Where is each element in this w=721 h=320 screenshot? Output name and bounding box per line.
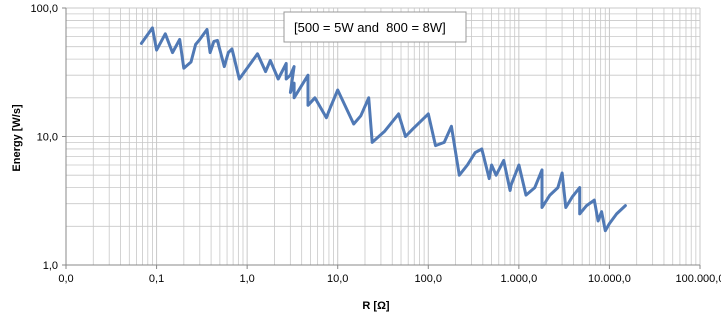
annotation-text: [500 = 5W and 800 = 8W]: [294, 20, 446, 35]
y-tick-labels: 1,0 10,0 100,0: [30, 3, 66, 272]
y-axis-title: Energy [W/s]: [11, 104, 23, 172]
series: [139, 26, 627, 233]
x-tick-label: 1.000,0: [501, 273, 538, 285]
x-tick-label: 1,0: [239, 273, 254, 285]
x-tick-label: 10.000,0: [588, 273, 631, 285]
x-axis-title: R [Ω]: [362, 300, 389, 312]
y-tick-label: 1,0: [43, 260, 58, 272]
x-tick-labels: 0,0 0,1 1,0 10,0 100,0 1.000,0 10.000,0 100.000…: [58, 265, 721, 285]
x-tick-label: 10,0: [327, 273, 348, 285]
annotation-box: [500 = 5W and 800 = 8W]: [283, 11, 467, 43]
grid: [65, 7, 701, 266]
y-tick-label: 10,0: [37, 132, 58, 144]
x-tick-label: 100.000,0: [676, 273, 721, 285]
x-tick-label: 0,1: [149, 273, 164, 285]
energy-series-line: [139, 26, 627, 233]
x-tick-label: 0,0: [58, 273, 73, 285]
x-tick-label: 100,0: [415, 273, 443, 285]
y-tick-label: 100,0: [30, 3, 58, 15]
